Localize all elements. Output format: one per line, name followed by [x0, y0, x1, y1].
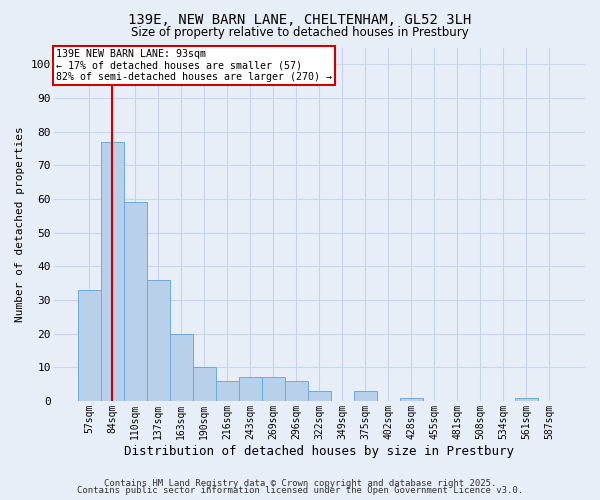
Text: Size of property relative to detached houses in Prestbury: Size of property relative to detached ho… — [131, 26, 469, 39]
Bar — [78, 290, 101, 401]
Bar — [354, 391, 377, 401]
Text: 139E NEW BARN LANE: 93sqm
← 17% of detached houses are smaller (57)
82% of semi-: 139E NEW BARN LANE: 93sqm ← 17% of detac… — [56, 50, 332, 82]
Bar — [239, 378, 262, 401]
Bar — [262, 378, 285, 401]
Bar — [308, 391, 331, 401]
Bar — [101, 142, 124, 401]
Bar — [400, 398, 423, 401]
Bar — [515, 398, 538, 401]
Text: Contains public sector information licensed under the Open Government Licence v3: Contains public sector information licen… — [77, 486, 523, 495]
X-axis label: Distribution of detached houses by size in Prestbury: Distribution of detached houses by size … — [124, 444, 514, 458]
Bar — [170, 334, 193, 401]
Bar — [285, 380, 308, 401]
Bar — [216, 380, 239, 401]
Bar — [147, 280, 170, 401]
Y-axis label: Number of detached properties: Number of detached properties — [15, 126, 25, 322]
Text: 139E, NEW BARN LANE, CHELTENHAM, GL52 3LH: 139E, NEW BARN LANE, CHELTENHAM, GL52 3L… — [128, 12, 472, 26]
Bar — [193, 368, 216, 401]
Bar — [124, 202, 147, 401]
Text: Contains HM Land Registry data © Crown copyright and database right 2025.: Contains HM Land Registry data © Crown c… — [104, 478, 496, 488]
